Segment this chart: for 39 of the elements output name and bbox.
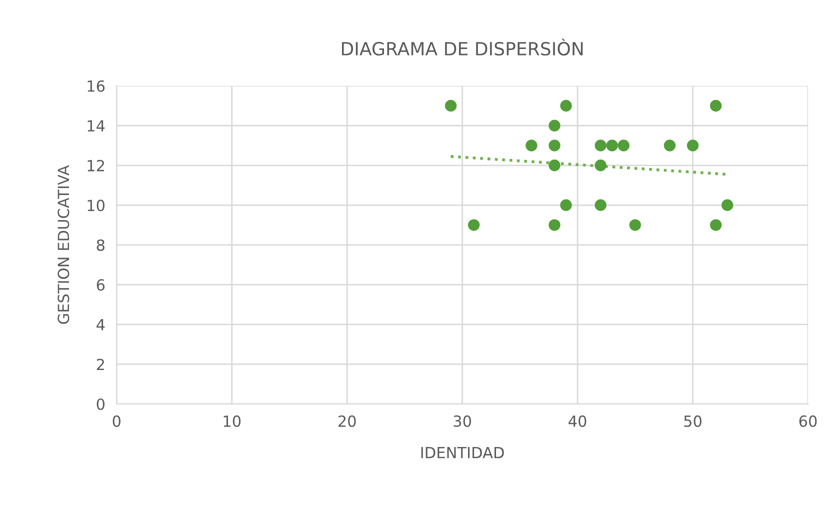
point (548, 120, 560, 132)
point (526, 140, 538, 152)
x-tick-label: 10 (224, 415, 241, 427)
y-tick-label: 6 (96, 279, 105, 291)
point (444, 100, 457, 112)
y-tick-label: 14 (88, 120, 105, 132)
point (629, 219, 642, 231)
point (548, 160, 560, 172)
x-tick-label: 20 (338, 415, 356, 427)
y-tick-label: 12 (88, 160, 104, 172)
y-tick-label: 0 (96, 398, 104, 410)
y-tick-label: 8 (96, 239, 104, 251)
point (594, 199, 606, 211)
x-tick-label: 40 (568, 415, 586, 427)
point (468, 219, 480, 231)
point (594, 140, 606, 152)
y-tick-label: 16 (88, 80, 105, 92)
point (548, 140, 560, 152)
point (560, 100, 572, 112)
point (710, 219, 722, 231)
point (618, 140, 630, 152)
chart-title: DIAGRAMA DE DISPERSIÒN (342, 38, 583, 56)
x-tick-label: 50 (684, 415, 702, 427)
x-tick-label: 0 (112, 415, 120, 427)
x-tick-label: 30 (454, 415, 472, 427)
x-tick-label: 60 (799, 415, 817, 427)
point (664, 140, 676, 152)
y-tick-label: 2 (96, 358, 104, 370)
point (594, 160, 606, 172)
point (606, 140, 618, 152)
y-axis-title: GESTION EDUCATIVA (58, 165, 70, 324)
y-tick-label: 10 (88, 200, 104, 212)
y-tick-label: 4 (96, 319, 105, 330)
point (560, 199, 572, 211)
point (686, 140, 699, 152)
x-axis-title: IDENTIDAD (421, 447, 504, 458)
point (710, 100, 722, 112)
point (722, 199, 734, 211)
point (548, 219, 560, 231)
